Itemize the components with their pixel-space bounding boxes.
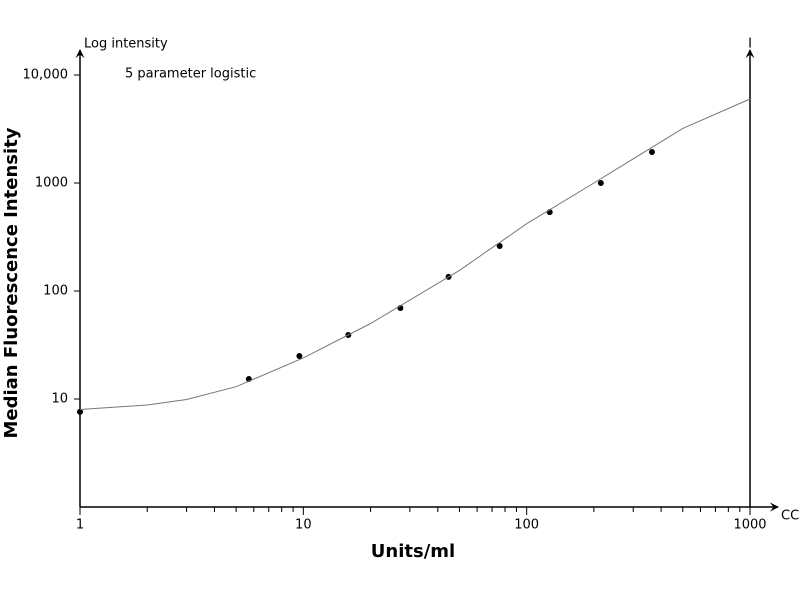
x-tick-label: 10 [295, 518, 312, 533]
y-tick-label: 1000 [35, 176, 68, 191]
annotation: 5 parameter logistic [125, 67, 256, 82]
data-point [77, 408, 83, 415]
y-label: Median Fluorescence Intensity [1, 127, 22, 438]
x-tick-label: 1 [76, 518, 84, 533]
y-axis-caption: Log intensity [84, 37, 168, 52]
x-tick-label: 1000 [733, 518, 766, 533]
data-point [648, 149, 655, 156]
y-tick-label: 100 [43, 284, 68, 299]
x-label: Units/ml [371, 541, 455, 562]
data-point [597, 180, 604, 186]
data-point [296, 353, 303, 360]
y-tick-label: 10 [51, 392, 68, 407]
x-axis-caption: CC [781, 509, 799, 524]
fit-curve [79, 98, 751, 410]
x-tick-label: 100 [514, 518, 539, 533]
right-axis-caption: I [748, 37, 752, 52]
y-tick-label: 10,000 [23, 68, 69, 83]
data-point [496, 243, 503, 250]
